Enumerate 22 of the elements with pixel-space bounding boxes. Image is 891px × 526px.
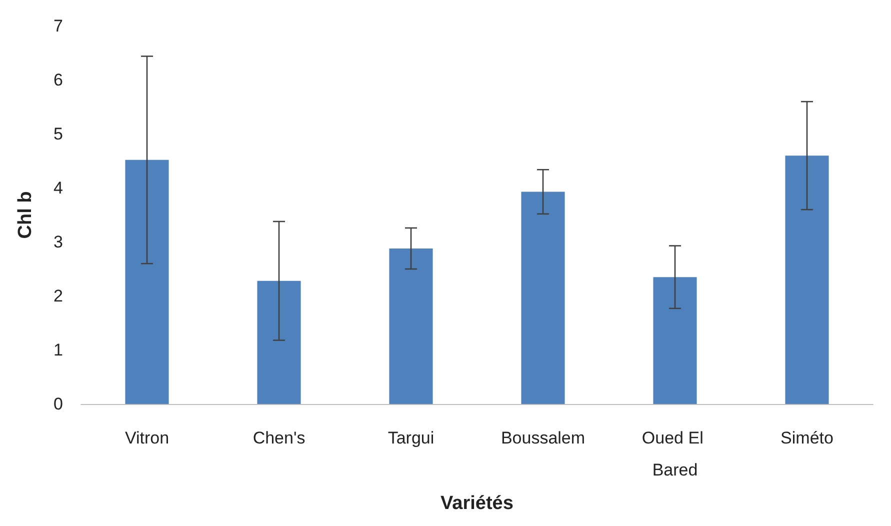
y-tick-label: 0	[54, 394, 63, 414]
x-tick-label: Chen's	[252, 428, 306, 448]
y-axis-title: Chl b	[15, 191, 36, 239]
y-tick-label: 4	[54, 178, 63, 198]
y-tick-label: 1	[54, 340, 63, 360]
y-tick-label: 7	[54, 16, 63, 36]
y-tick-label: 5	[54, 124, 63, 144]
x-tick-label: Siméto	[780, 428, 834, 448]
y-tick-label: 3	[54, 232, 63, 252]
x-tick-label: Targui	[388, 428, 434, 448]
x-tick-label: Boussalem	[500, 428, 586, 448]
bar	[125, 160, 169, 404]
x-tick-label: Oued El Bared	[642, 428, 708, 480]
bar	[785, 156, 829, 404]
bar	[389, 248, 433, 404]
x-axis-title: Variétés	[440, 493, 514, 514]
y-tick-label: 6	[54, 70, 63, 90]
bar	[653, 277, 697, 404]
y-tick-label: 2	[54, 286, 63, 306]
x-tick-label: Vitron	[124, 428, 170, 448]
bar	[521, 192, 565, 404]
bar	[257, 280, 301, 404]
